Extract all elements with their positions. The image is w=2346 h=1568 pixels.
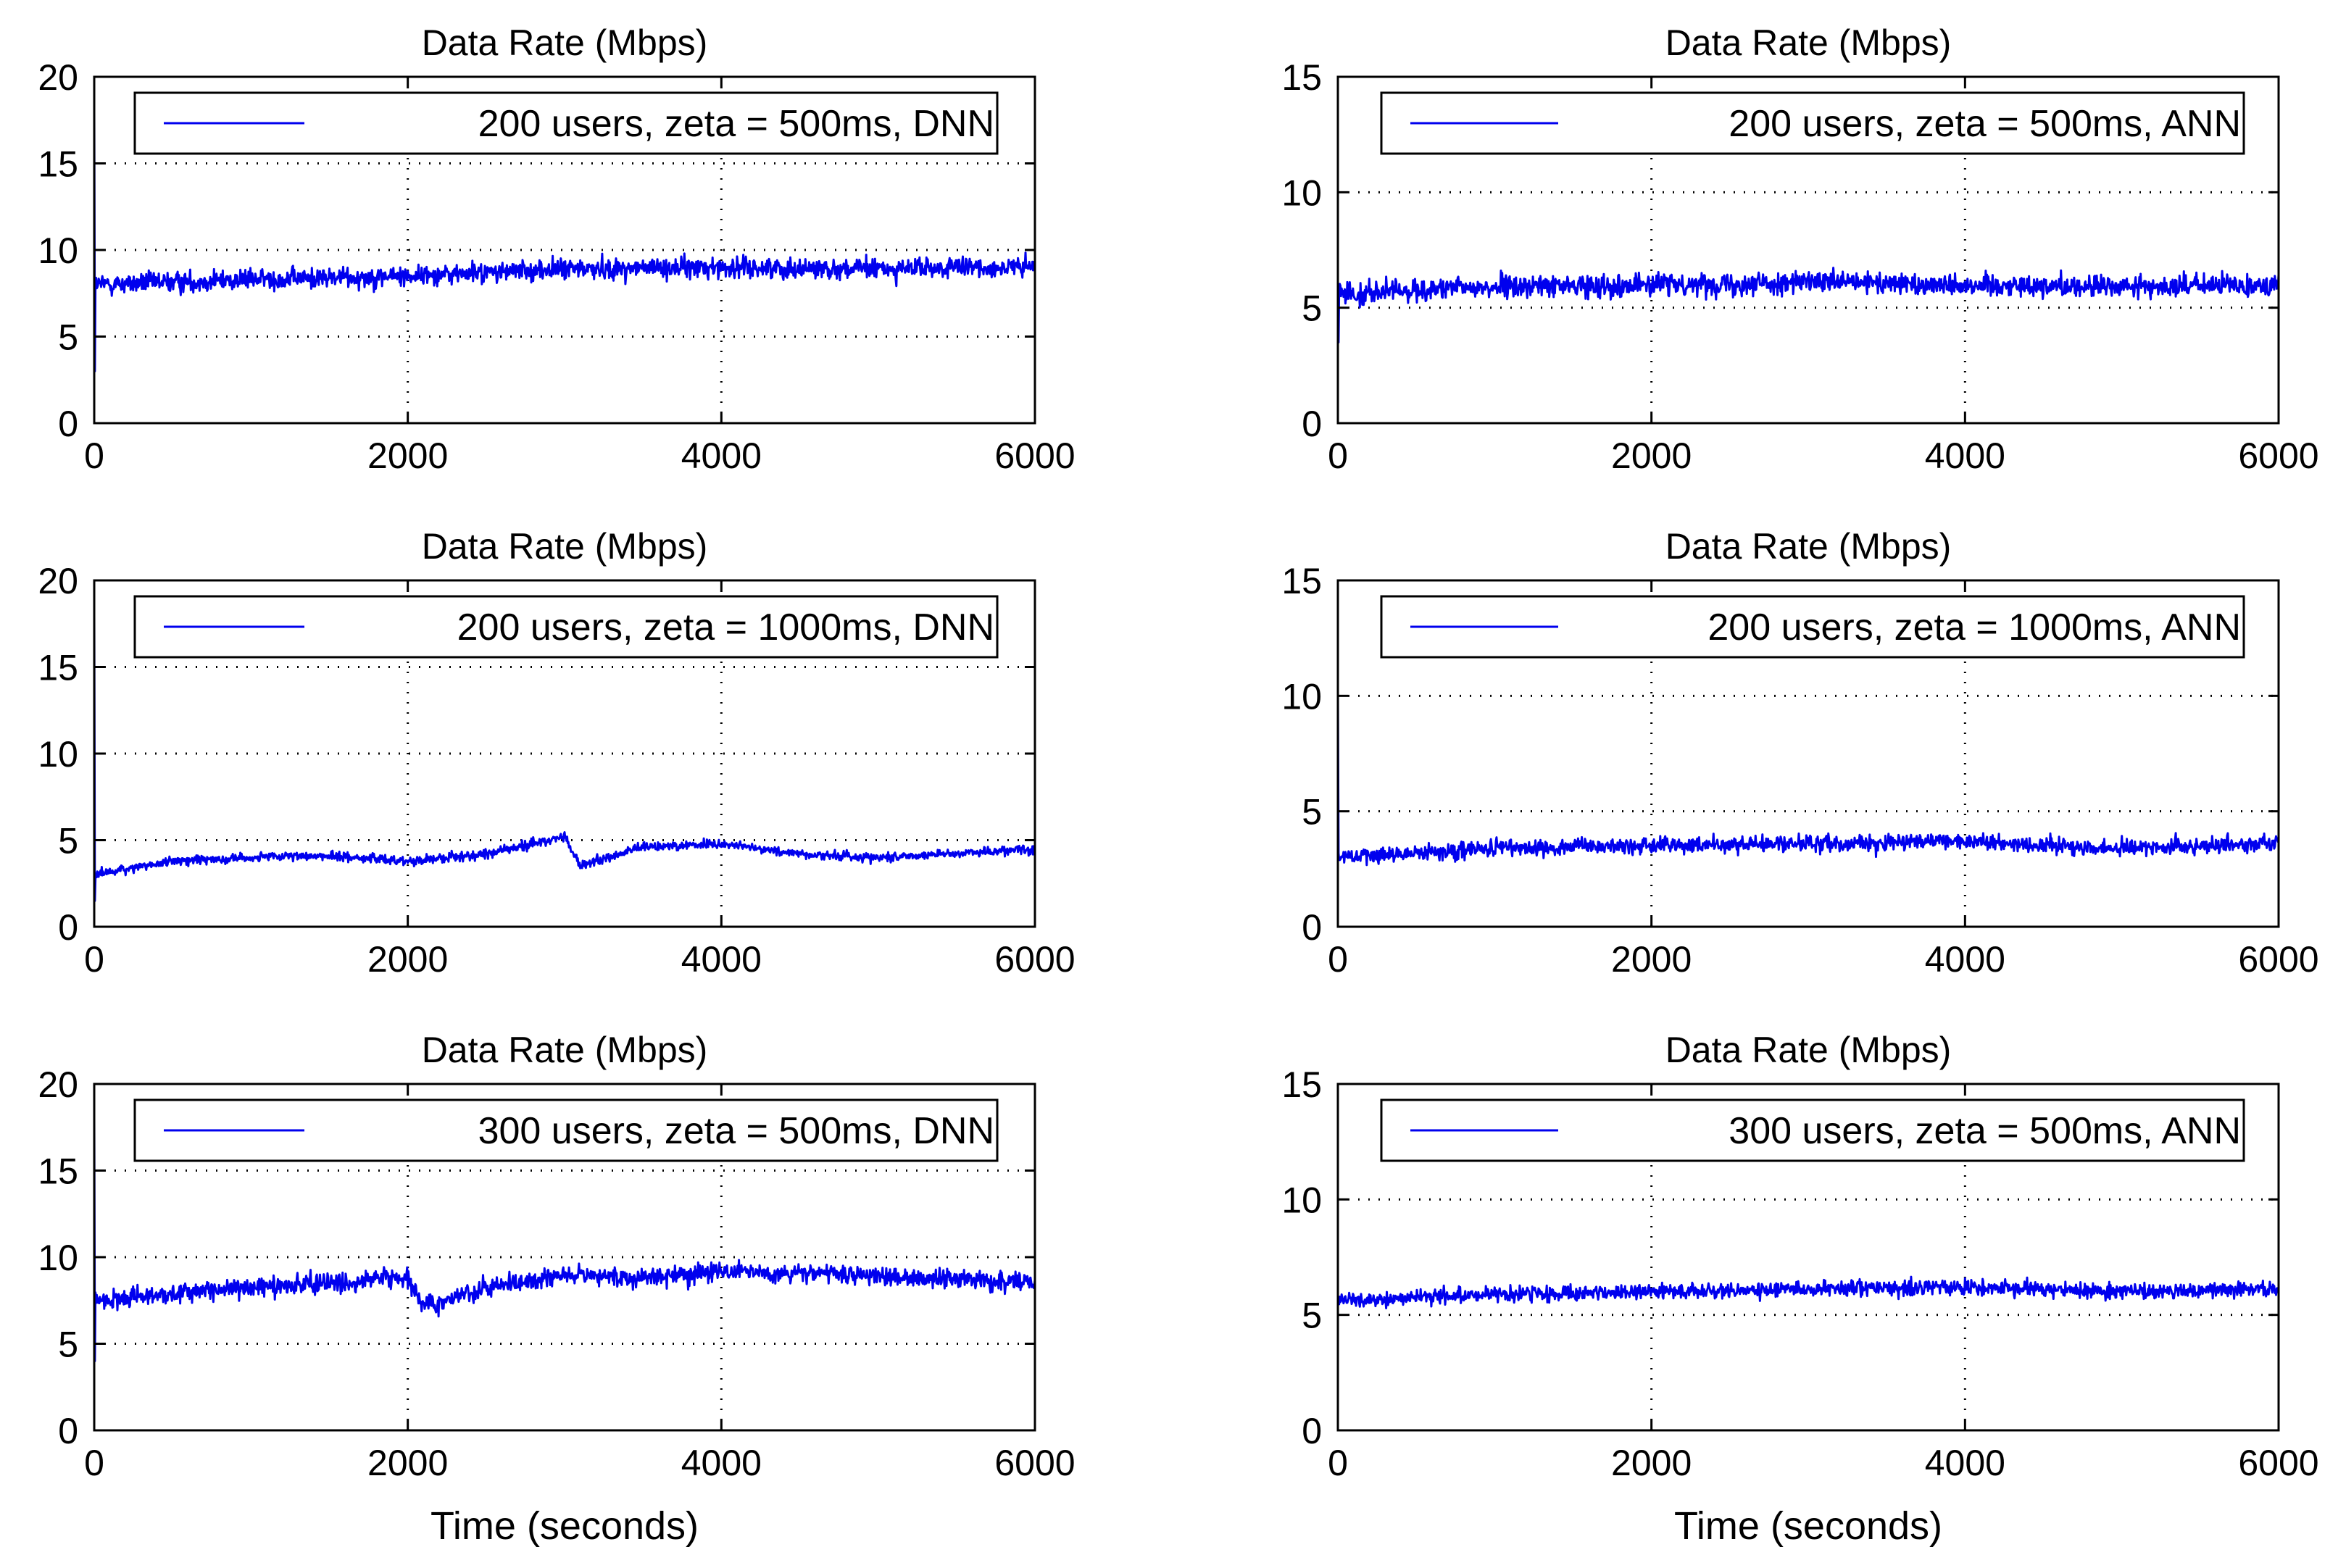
axes-frame xyxy=(1336,1083,2280,1432)
chart-title: Data Rate (Mbps) xyxy=(1665,526,1952,567)
y-tick-label: 15 xyxy=(38,1151,78,1192)
x-tick-label: 4000 xyxy=(681,1443,762,1483)
y-tick-label: 0 xyxy=(58,1411,78,1451)
y-tick-label: 0 xyxy=(1302,404,1322,444)
x-axis-label: Time (seconds) xyxy=(430,1504,699,1548)
chart-title: Data Rate (Mbps) xyxy=(422,22,708,63)
x-tick-label: 0 xyxy=(84,435,104,476)
y-tick-label: 0 xyxy=(1302,1411,1322,1451)
x-tick-label: 4000 xyxy=(681,939,762,980)
x-tick-label: 2000 xyxy=(367,1443,448,1483)
y-tick-label: 5 xyxy=(1302,1296,1322,1336)
chart-title: Data Rate (Mbps) xyxy=(422,1030,708,1070)
x-axis-label: Time (seconds) xyxy=(1674,1504,1942,1548)
x-tick-label: 0 xyxy=(1328,1443,1348,1483)
chart-title: Data Rate (Mbps) xyxy=(422,526,708,567)
series-line xyxy=(93,614,1036,902)
y-tick-label: 20 xyxy=(38,561,78,601)
series-line xyxy=(93,111,1036,372)
x-tick-label: 4000 xyxy=(1925,939,2005,980)
chart-panel-row1-left: Data Rate (Mbps) 0 2000 4000 6000 0 5 10 15 20 200… xyxy=(38,22,1075,476)
y-tick-label: 15 xyxy=(38,144,78,185)
x-tick-label: 4000 xyxy=(681,435,762,476)
chart-title: Data Rate (Mbps) xyxy=(1665,1030,1952,1070)
legend-label: 200 users, zeta = 1000ms, DNN xyxy=(457,606,994,649)
y-tick-label: 5 xyxy=(58,317,78,358)
x-tick-label: 6000 xyxy=(2238,939,2318,980)
legend-label: 200 users, zeta = 500ms, DNN xyxy=(478,103,994,145)
legend: 300 users, zeta = 500ms, DNN xyxy=(133,1098,999,1162)
y-tick-label: 10 xyxy=(1281,1180,1322,1220)
legend: 300 users, zeta = 500ms, ANN xyxy=(1380,1098,2245,1162)
y-tick-label: 0 xyxy=(58,404,78,444)
y-tick-label: 10 xyxy=(1281,172,1322,213)
y-tick-label: 20 xyxy=(38,57,78,98)
x-tick-label: 6000 xyxy=(994,1443,1075,1483)
x-tick-label: 0 xyxy=(1328,939,1348,980)
y-tick-label: 10 xyxy=(38,734,78,775)
legend: 200 users, zeta = 500ms, ANN xyxy=(1380,91,2245,155)
x-tick-label: 6000 xyxy=(994,435,1075,476)
x-tick-label: 2000 xyxy=(1611,939,1692,980)
series-line xyxy=(1336,1275,2280,1309)
y-tick-label: 5 xyxy=(58,821,78,862)
legend-label: 200 users, zeta = 1000ms, ANN xyxy=(1707,606,2241,649)
y-tick-label: 0 xyxy=(1302,907,1322,948)
y-tick-label: 5 xyxy=(1302,288,1322,329)
axes-frame xyxy=(1336,75,2280,425)
chart-panel-row2-left: Data Rate (Mbps) 0 2000 4000 6000 0 5 10 15 20 200… xyxy=(38,526,1075,980)
x-tick-label: 2000 xyxy=(367,939,448,980)
chart-panel-row3-right: Data Rate (Mbps) 0 2000 4000 6000 0 5 10 15 300 u… xyxy=(1281,1030,2318,1548)
y-tick-label: 0 xyxy=(58,907,78,948)
legend-label: 300 users, zeta = 500ms, ANN xyxy=(1729,1110,2241,1152)
y-tick-label: 20 xyxy=(38,1064,78,1105)
legend: 200 users, zeta = 1000ms, ANN xyxy=(1380,595,2245,659)
x-tick-label: 4000 xyxy=(1925,1443,2005,1483)
x-tick-label: 2000 xyxy=(1611,1443,1692,1483)
chart-panel-row3-left: Data Rate (Mbps) 0 2000 4000 6000 0 5 10 15 20 300… xyxy=(38,1030,1075,1548)
x-tick-label: 2000 xyxy=(367,435,448,476)
y-tick-label: 15 xyxy=(1281,561,1322,601)
x-tick-label: 6000 xyxy=(2238,1443,2318,1483)
y-tick-label: 5 xyxy=(58,1325,78,1365)
y-tick-label: 10 xyxy=(1281,676,1322,717)
axes-frame xyxy=(1336,579,2280,928)
y-tick-label: 15 xyxy=(38,648,78,688)
y-tick-label: 10 xyxy=(38,230,78,271)
x-tick-label: 4000 xyxy=(1925,435,2005,476)
chart-title: Data Rate (Mbps) xyxy=(1665,22,1952,63)
chart-panel-row2-right: Data Rate (Mbps) 0 2000 4000 6000 0 5 10 15 200 u… xyxy=(1281,526,2318,980)
series-line xyxy=(93,1118,1036,1362)
y-tick-label: 5 xyxy=(1302,792,1322,833)
series-line xyxy=(1336,267,2280,343)
y-tick-label: 10 xyxy=(38,1238,78,1278)
x-tick-label: 2000 xyxy=(1611,435,1692,476)
legend-label: 200 users, zeta = 500ms, ANN xyxy=(1729,103,2241,145)
legend: 200 users, zeta = 1000ms, DNN xyxy=(133,595,999,659)
x-tick-label: 0 xyxy=(1328,435,1348,476)
legend-label: 300 users, zeta = 500ms, DNN xyxy=(478,1110,994,1152)
series-line xyxy=(1336,696,2280,867)
chart-panel-row1-right: Data Rate (Mbps) 0 2000 4000 6000 0 5 10 15 200 u… xyxy=(1281,22,2318,476)
y-tick-label: 15 xyxy=(1281,1064,1322,1105)
x-tick-label: 6000 xyxy=(2238,435,2318,476)
x-tick-label: 0 xyxy=(84,939,104,980)
x-tick-label: 0 xyxy=(84,1443,104,1483)
x-tick-label: 6000 xyxy=(994,939,1075,980)
y-tick-label: 15 xyxy=(1281,57,1322,98)
legend: 200 users, zeta = 500ms, DNN xyxy=(133,91,999,155)
